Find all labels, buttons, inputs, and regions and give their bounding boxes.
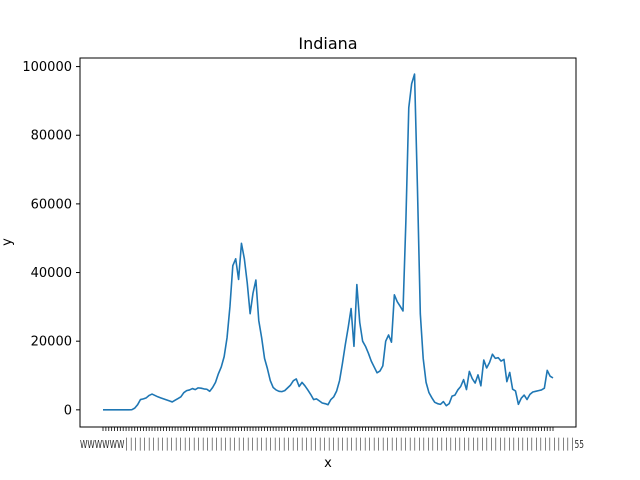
- plot-area: [103, 73, 554, 411]
- y-tick-label: 0: [64, 403, 72, 418]
- x-axis-ticks: WWWWWW││││││││││││││││││││││││││││││││││…: [80, 427, 584, 451]
- x-axis-label: x: [324, 456, 332, 471]
- series-line: [103, 73, 554, 411]
- x-tick-labels-overlap: WWWWWW││││││││││││││││││││││││││││││││││…: [80, 437, 584, 451]
- y-tick-label: 40000: [31, 266, 72, 281]
- y-tick-label: 20000: [31, 335, 72, 350]
- y-axis-label: y: [0, 238, 15, 246]
- y-tick-label: 60000: [31, 197, 72, 212]
- y-axis-ticks: 0 20000 40000 60000 80000 100000: [22, 60, 80, 418]
- y-tick-label: 80000: [31, 129, 72, 144]
- plot-frame: [79, 57, 577, 428]
- chart-title: Indiana: [298, 34, 357, 53]
- y-tick-label: 100000: [22, 60, 72, 75]
